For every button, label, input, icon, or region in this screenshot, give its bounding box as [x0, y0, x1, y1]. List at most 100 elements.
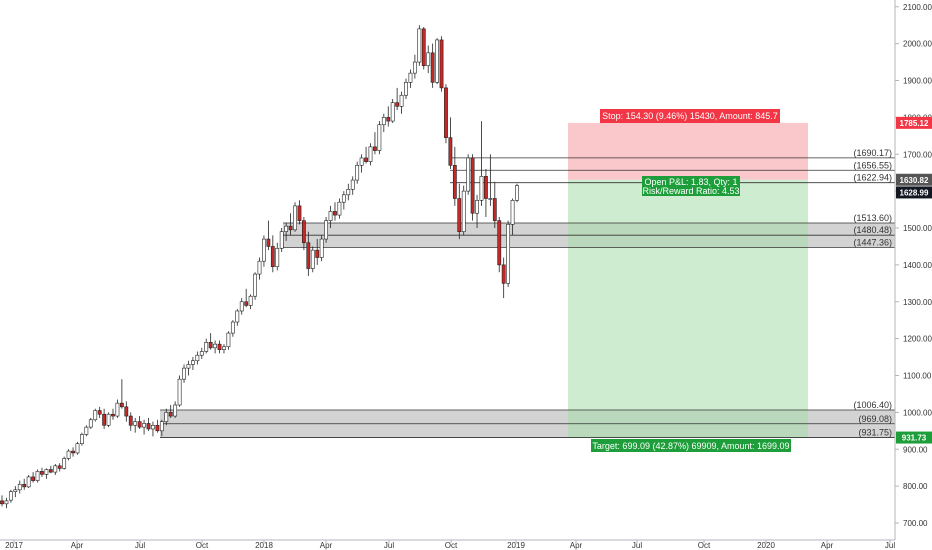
candle-body-37 — [164, 412, 169, 422]
candle-body-96 — [426, 52, 431, 67]
candle-body-13 — [57, 465, 62, 469]
y-tick-label-7: 1400.00 — [903, 261, 932, 270]
candle-body-48 — [213, 343, 218, 349]
candle-body-47 — [208, 342, 213, 349]
candle-body-53 — [235, 310, 240, 323]
candle-body-112 — [497, 220, 502, 266]
level-label-7: (969.08) — [858, 414, 892, 424]
candle-body-18 — [80, 434, 84, 445]
candle-body-68 — [301, 220, 306, 244]
y-tick-label-3: 1000.00 — [903, 408, 932, 417]
level-label-0: (1690.17) — [853, 148, 892, 158]
candle-body-39 — [173, 404, 178, 417]
candle-body-98 — [435, 39, 439, 83]
candle-body-58 — [257, 260, 262, 275]
candle-body-116 — [515, 185, 519, 201]
candle-body-49 — [217, 343, 222, 350]
candle-body-75 — [333, 211, 337, 216]
candle-body-29 — [128, 415, 133, 426]
candle-body-1 — [4, 500, 9, 505]
candle-body-115 — [510, 200, 515, 225]
x-tick-label-12: 2020 — [757, 541, 775, 550]
candle-body-51 — [226, 332, 231, 348]
pnl-label-bg — [642, 176, 740, 196]
candlestick-series — [0, 25, 519, 509]
candle-body-36 — [159, 421, 164, 432]
candle-body-81 — [359, 157, 364, 166]
candle-body-99 — [439, 39, 444, 89]
candle-body-43 — [191, 360, 195, 365]
candle-body-83 — [368, 146, 373, 162]
candle-body-10 — [44, 469, 49, 475]
candle-body-103 — [457, 198, 462, 232]
level-label-4: (1480.48) — [853, 225, 892, 235]
candle-body-19 — [84, 426, 89, 435]
price-tag-target — [896, 431, 932, 444]
candle-body-57 — [253, 273, 257, 297]
y-tick-label-14: 2100.00 — [903, 3, 932, 12]
candle-body-25 — [111, 413, 115, 417]
level-label-2: (1622.94) — [853, 173, 892, 183]
candle-body-0 — [0, 500, 4, 505]
price-tag-stop — [896, 116, 932, 129]
candle-body-114 — [506, 224, 511, 284]
level-label-5: (1447.36) — [853, 237, 892, 247]
price-tags: 1785.12 1630.82 1628.99 931.73 — [896, 116, 932, 444]
pnl-line-1: Open P&L: 1.83, Qty: 1 — [644, 177, 737, 187]
x-tick-label-4: 2018 — [255, 541, 273, 550]
candle-body-46 — [204, 342, 209, 352]
candle-body-26 — [115, 402, 120, 417]
stop-zone[interactable] — [568, 122, 808, 180]
candle-body-62 — [275, 247, 280, 268]
candle-body-97 — [430, 52, 435, 83]
position-annotations: Stop: 154.30 (9.46%) 15430, Amount: 845.… — [591, 109, 791, 452]
candle-body-16 — [71, 450, 75, 454]
candle-body-111 — [492, 198, 497, 221]
candle-body-23 — [102, 413, 107, 426]
candle-body-12 — [53, 465, 58, 473]
y-tick-label-4: 1100.00 — [903, 372, 932, 381]
candle-body-76 — [337, 201, 342, 216]
y-tick-label-10: 1700.00 — [903, 150, 932, 159]
candle-body-50 — [222, 346, 226, 350]
y-tick-label-8: 1500.00 — [903, 224, 932, 233]
candle-body-101 — [448, 137, 453, 166]
candle-body-77 — [341, 194, 346, 203]
x-tick-label-13: Apr — [821, 541, 834, 550]
candle-body-56 — [248, 295, 253, 306]
y-tick-label-6: 1300.00 — [903, 298, 932, 307]
candle-body-63 — [279, 231, 284, 249]
candle-body-64 — [284, 225, 289, 232]
x-tick-label-9: Apr — [570, 541, 583, 550]
candle-body-55 — [244, 301, 249, 306]
candle-body-88 — [390, 102, 395, 122]
candle-body-33 — [146, 423, 151, 430]
candle-body-86 — [381, 117, 386, 126]
candle-body-71 — [315, 249, 320, 258]
price-and-time-axes — [0, 0, 896, 541]
x-tick-label-1: Apr — [71, 541, 84, 550]
y-tick-label-0: 700.00 — [903, 519, 928, 528]
x-tick-label-6: Jul — [384, 541, 394, 550]
level-label-6: (1006.40) — [853, 400, 892, 410]
candle-body-54 — [239, 301, 244, 312]
candle-body-11 — [48, 469, 53, 473]
candle-body-30 — [133, 421, 138, 426]
candle-body-2 — [8, 491, 13, 501]
price-tag-current_high — [896, 173, 932, 186]
price-tag-label-current_high: 1630.82 — [900, 176, 929, 185]
candle-body-85 — [377, 124, 382, 151]
candle-body-92 — [408, 72, 413, 83]
target-label-bg — [591, 439, 791, 452]
candle-body-108 — [479, 176, 484, 201]
candle-body-5 — [22, 483, 27, 488]
horizontal-levels: (1690.17) (1656.55) (1622.94) (1513.60) (148… — [160, 148, 895, 438]
candle-body-105 — [466, 157, 471, 192]
candle-body-93 — [412, 61, 417, 74]
candle-body-113 — [501, 264, 506, 284]
level-label-1: (1656.55) — [853, 160, 892, 170]
target-zone[interactable] — [568, 179, 808, 438]
y-tick-label-5: 1200.00 — [903, 335, 932, 344]
candle-body-82 — [364, 157, 368, 162]
